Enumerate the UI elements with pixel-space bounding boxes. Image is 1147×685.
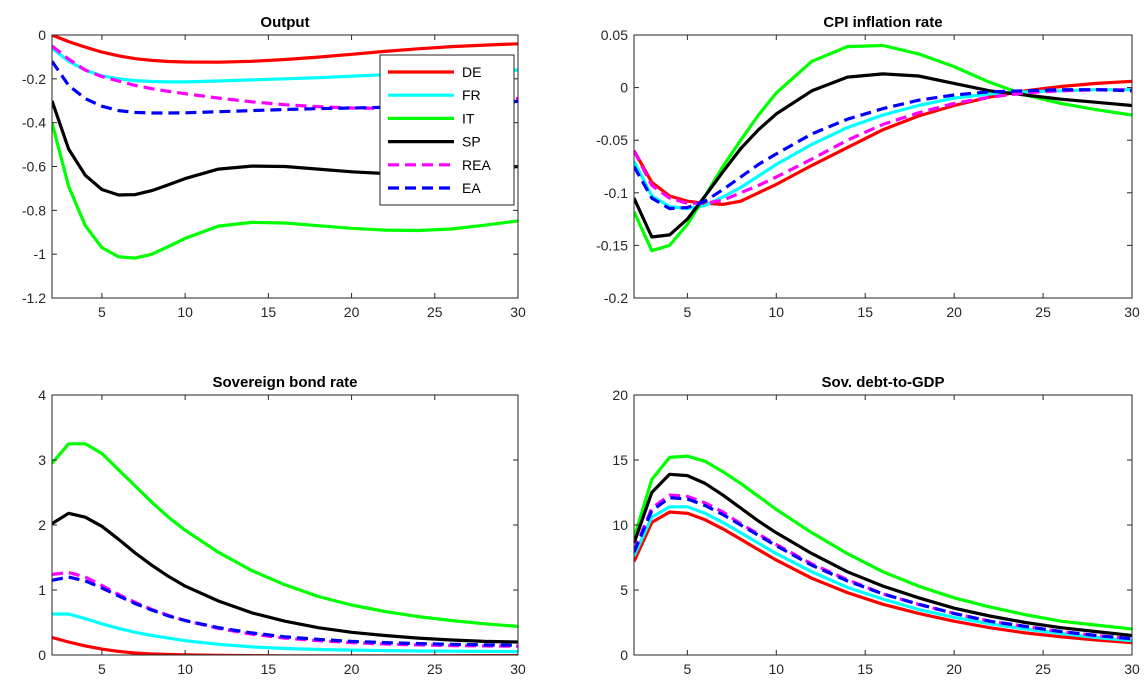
axes-box <box>633 34 1133 299</box>
x-tick-label: 30 <box>510 304 526 320</box>
y-tick-label: 20 <box>612 387 628 403</box>
y-tick-label: -0.1 <box>604 185 628 201</box>
x-tick-label: 15 <box>857 304 873 320</box>
panel-sov-debt-to-gdp: 5 10 15 20 25 30 0 5 10 15 20 Sov. debt-to-GDP <box>612 374 1140 677</box>
x-tick-label: 30 <box>1124 304 1140 320</box>
legend-box <box>379 54 515 206</box>
x-tick-label: 20 <box>946 304 962 320</box>
x-tick-label: 5 <box>683 661 691 677</box>
x-tick-label: 25 <box>427 304 443 320</box>
x-tick-label: 5 <box>683 304 691 320</box>
series-line-sp <box>634 72 1132 239</box>
legend-item-ea: EA <box>388 180 481 196</box>
series-group <box>52 442 518 655</box>
y-tick-label: 2 <box>38 517 46 533</box>
series-line-it <box>52 122 518 260</box>
legend-item-de: DE <box>388 64 481 80</box>
panel-cpi-inflation: 5 10 15 20 25 30 -0.2 -0.15 -0.1 -0.05 0 0.05 CPI in… <box>596 14 1140 320</box>
y-tick-label: 10 <box>612 517 628 533</box>
x-tick-label: 25 <box>1035 661 1051 677</box>
legend-label: IT <box>462 110 475 126</box>
x-tick-label: 20 <box>344 304 360 320</box>
y-tick-label: 3 <box>38 452 46 468</box>
series-line-it <box>52 442 518 628</box>
series-line-rea <box>634 88 1132 205</box>
panel-title: CPI inflation rate <box>823 14 942 31</box>
x-tick-label: 25 <box>1035 304 1051 320</box>
y-tick-label: 0 <box>38 647 46 663</box>
x-tick-label: 5 <box>98 661 106 677</box>
x-tick-label: 30 <box>510 661 526 677</box>
legend-item-sp: SP <box>388 134 481 150</box>
legend: DE FR IT SP REA EA <box>379 54 515 206</box>
x-tick-label: 30 <box>1124 661 1140 677</box>
x-tick-label: 10 <box>177 304 193 320</box>
panels: 5 10 15 20 25 30-1.2-1-0.8-0.6-0.4-0.20Output… <box>22 14 1140 677</box>
x-tick-label: 20 <box>344 661 360 677</box>
y-tick-label: -0.2 <box>22 71 46 87</box>
x-tick-label: 20 <box>946 661 962 677</box>
y-tick-label: 0 <box>620 647 628 663</box>
series-line-ea <box>634 496 1132 641</box>
legend-item-it: IT <box>388 110 475 126</box>
panel-sovereign-bond-rate: 5 10 15 20 25 30 0 1 2 3 4 Sovereign bond rate <box>38 374 526 677</box>
series-line-it <box>634 454 1132 631</box>
series-line-de <box>634 510 1132 645</box>
y-tick-label: -0.4 <box>22 115 46 131</box>
legend-item-fr: FR <box>388 87 481 103</box>
series-line-ea <box>634 88 1132 211</box>
y-tick-label: -1.2 <box>22 290 46 306</box>
series-line-sp <box>52 511 518 644</box>
legend-item-rea: REA <box>388 157 491 173</box>
y-tick-label: 1 <box>38 582 46 598</box>
legend-label: REA <box>462 157 491 173</box>
y-tick-label: -1 <box>34 246 47 262</box>
x-tick-label: 10 <box>768 304 784 320</box>
y-tick-label: -0.2 <box>604 290 628 306</box>
panel-title: Sovereign bond rate <box>212 374 357 391</box>
x-tick-label: 15 <box>261 661 277 677</box>
x-tick-label: 15 <box>857 661 873 677</box>
legend-label: DE <box>462 64 481 80</box>
y-tick-label: -0.8 <box>22 202 46 218</box>
y-tick-label: 5 <box>620 582 628 598</box>
series-line-de <box>52 635 518 655</box>
x-tick-label: 5 <box>98 304 106 320</box>
y-tick-label: 0 <box>38 27 46 43</box>
y-tick-label: 0 <box>620 80 628 96</box>
x-tick-label: 10 <box>177 661 193 677</box>
x-tick-label: 25 <box>427 661 443 677</box>
panel-title: Output <box>260 14 309 31</box>
series-line-ea <box>52 60 518 115</box>
legend-label: FR <box>462 87 481 103</box>
legend-label: SP <box>462 134 481 150</box>
y-tick-label: 15 <box>612 452 628 468</box>
y-tick-label: -0.6 <box>22 159 46 175</box>
series-line-fr <box>634 505 1132 643</box>
y-tick-label: 0.05 <box>601 27 628 43</box>
y-tick-label: -0.15 <box>596 237 628 253</box>
panel-title: Sov. debt-to-GDP <box>821 374 944 391</box>
series-line-de <box>52 35 518 64</box>
series-group <box>634 454 1132 645</box>
y-tick-label: 4 <box>38 387 46 403</box>
series-line-fr <box>52 612 518 654</box>
panel-output: 5 10 15 20 25 30 -1.2 -1 -0.8 -0.6 -0.4 -0.2 0 Output… <box>22 14 526 320</box>
series-line-sp <box>634 472 1132 638</box>
x-tick-label: 15 <box>261 304 277 320</box>
series-group <box>634 43 1132 253</box>
legend-label: EA <box>462 180 481 196</box>
x-tick-label: 10 <box>768 661 784 677</box>
series-line-ea <box>52 575 518 647</box>
y-tick-label: -0.05 <box>596 132 628 148</box>
